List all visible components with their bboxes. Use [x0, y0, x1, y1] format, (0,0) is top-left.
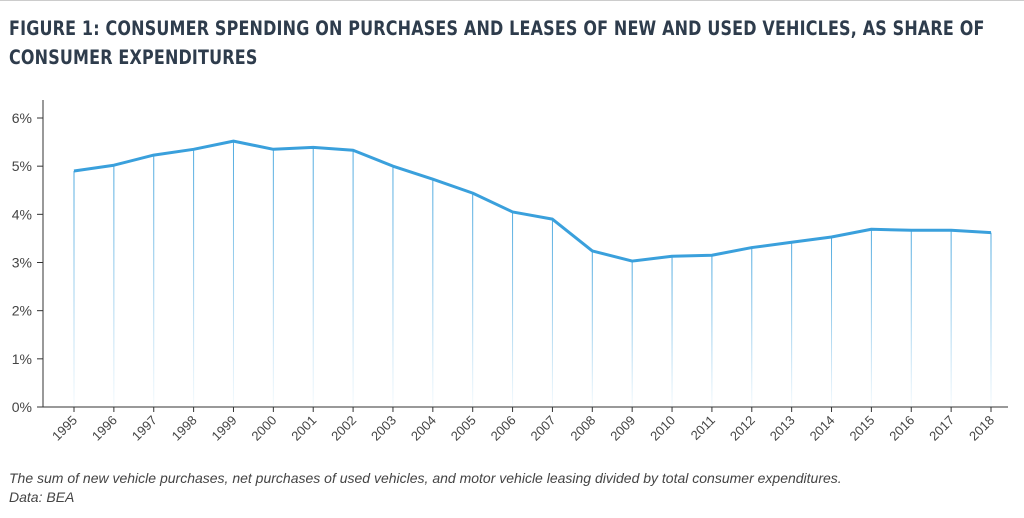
drop-line [432, 179, 434, 407]
drop-line [392, 166, 394, 407]
x-tick-label: 2003 [368, 413, 399, 444]
drop-line [631, 261, 633, 407]
y-tick-label: 0% [12, 399, 32, 415]
x-tick-label: 1998 [169, 413, 200, 444]
x-tick-label: 2000 [248, 413, 279, 444]
drop-line [591, 250, 593, 407]
x-tick-label: 2014 [807, 413, 838, 444]
x-tick-label: 1997 [129, 413, 160, 444]
x-tick-label: 2017 [926, 413, 957, 444]
drop-line [990, 232, 992, 407]
drop-line [711, 255, 713, 407]
x-tick-label: 2009 [607, 413, 638, 444]
drop-line [153, 155, 155, 407]
x-tick-label: 2004 [408, 413, 439, 444]
y-tick-label: 6% [12, 110, 32, 126]
x-tick-label: 1995 [49, 413, 80, 444]
y-tick-label: 4% [12, 206, 32, 222]
x-tick-label: 2008 [567, 413, 598, 444]
x-tick-label: 2001 [288, 413, 319, 444]
drop-line [232, 141, 234, 407]
drop-line [193, 149, 195, 407]
x-tick-label: 2006 [488, 413, 519, 444]
x-tick-label: 2005 [448, 413, 479, 444]
x-tick-label: 2016 [886, 413, 917, 444]
x-tick-label: 2015 [846, 413, 877, 444]
x-tick-label: 2002 [328, 413, 359, 444]
drop-line [831, 236, 833, 407]
drop-line [472, 193, 474, 407]
drop-line [870, 229, 872, 407]
y-tick-label: 3% [12, 255, 32, 271]
drop-line [512, 211, 514, 407]
drop-line [551, 219, 553, 407]
drop-line [910, 230, 912, 407]
x-tick-label: 2010 [647, 413, 678, 444]
y-tick-label: 1% [12, 351, 32, 367]
drop-line [113, 165, 115, 407]
x-tick-label: 2011 [688, 413, 718, 443]
top-rule [0, 0, 1024, 1]
drop-line [73, 170, 75, 407]
x-tick-label: 2013 [767, 413, 798, 444]
x-tick-label: 1996 [89, 413, 120, 444]
chart-title: FIGURE 1: CONSUMER SPENDING ON PURCHASES… [9, 17, 985, 69]
drop-line [791, 242, 793, 407]
drop-line [312, 147, 314, 408]
drop-line [751, 247, 753, 407]
y-tick-label: 2% [12, 303, 32, 319]
source-note: Data: BEA [9, 489, 75, 505]
drop-line [950, 230, 952, 407]
x-tick-label: 2012 [727, 413, 758, 444]
drop-line [671, 256, 673, 407]
x-tick-label: 1999 [209, 413, 240, 444]
caption: The sum of new vehicle purchases, net pu… [9, 470, 842, 486]
x-tick-label: 2007 [527, 413, 558, 444]
y-tick-label: 5% [12, 158, 32, 174]
drop-line [352, 150, 354, 407]
drop-line [272, 149, 274, 407]
x-tick-label: 2018 [966, 413, 997, 444]
series-line [73, 139, 992, 263]
